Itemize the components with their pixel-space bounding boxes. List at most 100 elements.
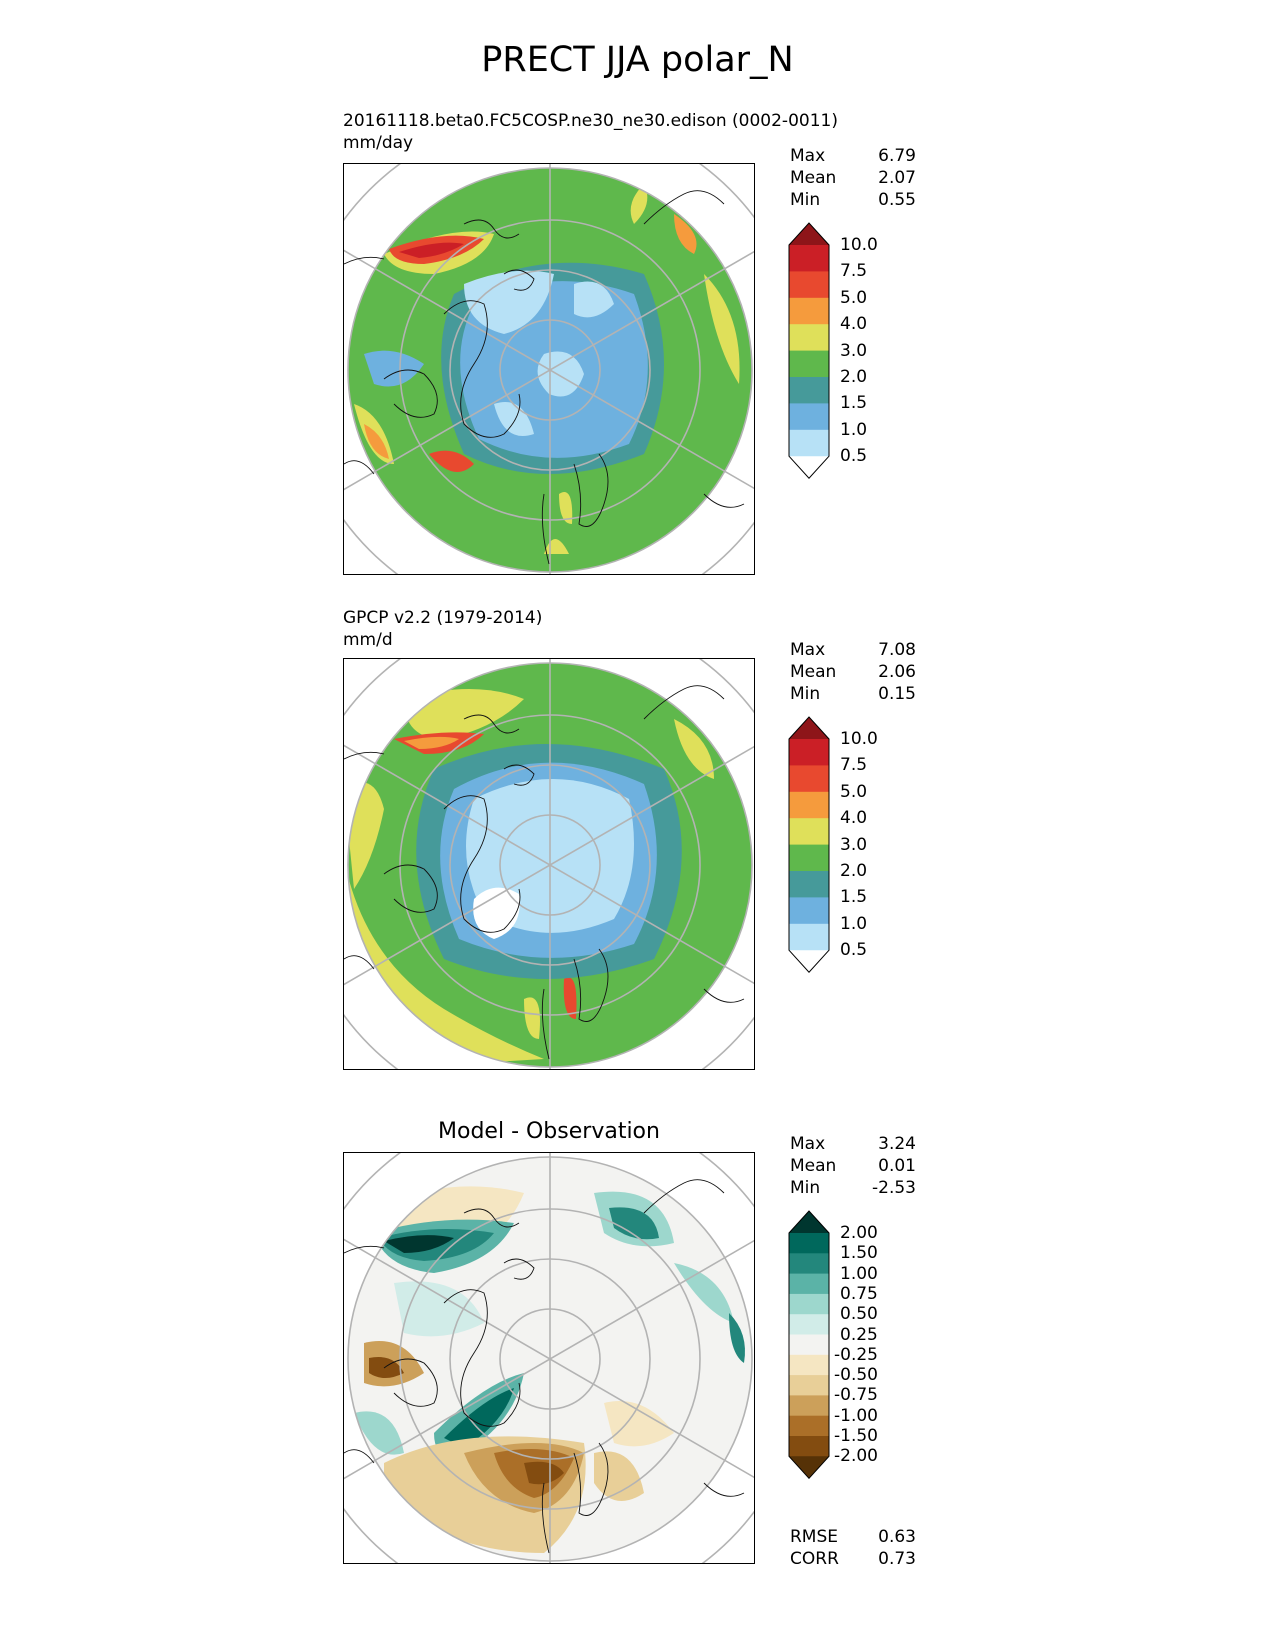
- colorbar-extend-top: [789, 223, 829, 245]
- stat-row: Max 7.08: [790, 639, 916, 661]
- obs-stats: Max 7.08 Mean 2.06 Min 0.15: [790, 639, 916, 705]
- stat-label: Min: [790, 190, 821, 210]
- model-units: mm/day: [343, 133, 414, 153]
- colorbar-tick-label: 1.0: [840, 419, 868, 440]
- colorbar-tick-label: 2.0: [840, 367, 868, 387]
- colorbar-bin: [789, 377, 829, 404]
- figure-title: PRECT JJA polar_N: [481, 40, 794, 80]
- colorbar-bin: [789, 1395, 829, 1417]
- metric-value: 0.73: [878, 1549, 916, 1569]
- colorbar-extend-bottom: [789, 1456, 829, 1479]
- stat-row: Max 6.79: [790, 145, 916, 167]
- colorbar-tick-label: 4.0: [840, 808, 868, 829]
- colorbar-bin: [789, 297, 829, 325]
- colorbar-tick-label: 1.50: [840, 1243, 878, 1264]
- stat-row: Min -2.53: [790, 1177, 916, 1199]
- colorbar-tick-label: 2.0: [840, 861, 868, 881]
- colorbar-outline: [788, 716, 830, 973]
- stat-label: Mean: [790, 1156, 837, 1176]
- colorbar-tick-label: 0.25: [840, 1324, 878, 1345]
- obs-caption: GPCP v2.2 (1979-2014): [343, 608, 543, 628]
- stat-value: 0.55: [878, 190, 916, 210]
- colorbar-tick-label: -0.50: [834, 1365, 878, 1386]
- colorbar-extend-bottom: [789, 950, 829, 973]
- metric-row: CORR 0.73: [790, 1548, 916, 1570]
- colorbar-bin: [789, 765, 829, 793]
- colorbar-tick-label: -0.75: [834, 1385, 878, 1406]
- colorbar-tick-label: 3.0: [840, 340, 868, 361]
- diff-stats: Max 3.24 Mean 0.01 Min -2.53: [790, 1133, 916, 1199]
- colorbar-tick-label: 1.00: [840, 1263, 878, 1284]
- colorbar-bin: [789, 429, 829, 457]
- colorbar-tick-label: 0.75: [840, 1283, 878, 1304]
- stat-value: 0.01: [878, 1156, 916, 1176]
- stat-value: 6.79: [878, 146, 916, 166]
- colorbar-bin: [789, 844, 829, 872]
- colorbar-tick-label: 1.0: [840, 913, 868, 934]
- stat-row: Mean 2.06: [790, 661, 916, 683]
- stat-label: Min: [790, 1178, 821, 1198]
- stat-value: -2.53: [872, 1178, 916, 1198]
- colorbar-tick-label: -2.00: [834, 1446, 878, 1467]
- colorbar-bin: [789, 324, 829, 352]
- diff-polar-map: [343, 1152, 755, 1564]
- colorbar-tick-label: 5.0: [840, 781, 868, 802]
- model-map-svg: [344, 164, 754, 574]
- colorbar-tick-label: 5.0: [840, 287, 868, 308]
- colorbar-bin: [789, 1293, 829, 1315]
- colorbar-tick-label: 1.5: [840, 887, 868, 908]
- stat-label: Max: [790, 1134, 826, 1154]
- colorbar-bin: [789, 897, 829, 925]
- colorbar-tick-label: 3.0: [840, 834, 868, 855]
- stat-value: 2.06: [878, 662, 916, 682]
- colorbar-bin: [789, 1415, 829, 1437]
- stat-row: Mean 2.07: [790, 167, 916, 189]
- colorbar-outline: [788, 222, 830, 479]
- diff-metrics: RMSE 0.63 CORR 0.73: [790, 1526, 916, 1570]
- diff-map-svg: [344, 1153, 754, 1563]
- colorbar-bin: [789, 1253, 829, 1275]
- stat-label: Min: [790, 684, 821, 704]
- colorbar-bin: [789, 791, 829, 819]
- colorbar-svg: [788, 1210, 830, 1480]
- colorbar-bin: [789, 739, 829, 766]
- colorbar-extend-top: [789, 1211, 829, 1233]
- colorbar-tick-label: 7.5: [840, 261, 868, 282]
- stat-value: 2.07: [878, 168, 916, 188]
- stat-row: Mean 0.01: [790, 1155, 916, 1177]
- obs-map-svg: [344, 659, 754, 1069]
- metric-row: RMSE 0.63: [790, 1526, 916, 1548]
- colorbar-tick-label: 0.5: [840, 446, 868, 467]
- colorbar-tick-label: 2.00: [840, 1223, 878, 1243]
- colorbar-bin: [789, 871, 829, 898]
- colorbar-tick-label: 0.5: [840, 940, 868, 961]
- obs-units: mm/d: [343, 630, 393, 650]
- stat-label: Max: [790, 640, 826, 660]
- colorbar-bin: [789, 271, 829, 299]
- colorbar-tick-label: 10.0: [840, 729, 878, 749]
- colorbar-bin: [789, 1375, 829, 1396]
- stat-label: Mean: [790, 168, 837, 188]
- obs-polar-map: [343, 658, 755, 1070]
- model-polar-map: [343, 163, 755, 575]
- colorbar-bin: [789, 1233, 829, 1254]
- colorbar-tick-label: 4.0: [840, 314, 868, 335]
- colorbar-tick-label: -1.50: [834, 1426, 878, 1446]
- colorbar-outline: [788, 1210, 830, 1480]
- colorbar-bin: [789, 403, 829, 431]
- colorbar-tick-label: 7.5: [840, 755, 868, 776]
- colorbar-bin: [789, 1436, 829, 1457]
- stat-value: 7.08: [878, 640, 916, 660]
- model-caption: 20161118.beta0.FC5COSP.ne30_ne30.edison …: [343, 111, 838, 131]
- colorbar-bin: [789, 818, 829, 846]
- stat-value: 0.15: [878, 684, 916, 704]
- colorbar-tick-label: -0.25: [834, 1344, 878, 1365]
- colorbar-extend-top: [789, 717, 829, 739]
- colorbar-tick-label: -1.00: [834, 1405, 878, 1426]
- stat-row: Max 3.24: [790, 1133, 916, 1155]
- metric-label: RMSE: [790, 1527, 839, 1547]
- colorbar-bin: [789, 1314, 829, 1335]
- colorbar-tick-label: 10.0: [840, 235, 878, 255]
- stat-row: Min 0.55: [790, 189, 916, 211]
- colorbar-extend-bottom: [789, 456, 829, 479]
